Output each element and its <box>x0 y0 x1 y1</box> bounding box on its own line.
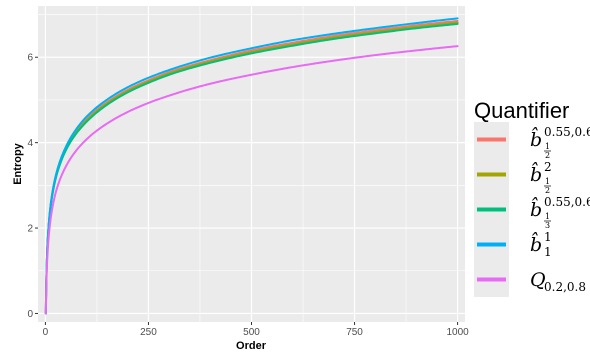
y-tick-label: 4 <box>27 138 33 149</box>
legend-label-sub-denominator: 2 <box>545 186 550 195</box>
series-line-3 <box>44 22 459 315</box>
legend-label-superscript: 0.55,0.6 <box>544 125 590 139</box>
y-axis: 0 2 4 6 <box>27 53 38 320</box>
legend-label-superscript: 1 <box>544 230 552 244</box>
legend-label-sub-denominator: 3 <box>545 221 550 230</box>
series-line-5 <box>44 45 459 315</box>
legend-label: b̂ <box>530 231 542 256</box>
legend-label-superscript: 2 <box>544 160 552 174</box>
series-lines <box>44 17 459 315</box>
legend-label-sub-numerator: 1 <box>545 177 550 186</box>
legend-label-sub-numerator: 1 <box>545 212 550 221</box>
legend-label: b̂ <box>530 161 542 186</box>
x-axis-title: Order <box>236 340 267 352</box>
legend-label-sub-denominator: 2 <box>545 151 550 160</box>
x-tick-label: 750 <box>346 327 363 338</box>
x-tick-label: 0 <box>43 327 49 338</box>
y-tick-label: 0 <box>27 309 33 320</box>
x-tick-label: 500 <box>243 327 260 338</box>
x-axis: 0 250 500 750 1000 <box>43 322 469 338</box>
legend-label: b̂ <box>530 126 542 151</box>
legend-label-superscript: 0.55,0.6 <box>544 195 590 209</box>
major-gridlines <box>38 6 465 322</box>
x-tick-label: 250 <box>140 327 157 338</box>
legend-label-subscript: 0.2,0.8 <box>544 280 586 294</box>
y-axis-title: Entropy <box>12 142 24 184</box>
x-tick-label: 1000 <box>446 327 469 338</box>
legend-label: b̂ <box>530 196 542 221</box>
series-line-4 <box>44 17 459 315</box>
legend-label: Q <box>530 269 546 291</box>
legend-title: Quantifier <box>474 98 569 123</box>
legend-label-sub-numerator: 1 <box>545 142 550 151</box>
legend-label-subscript: 1 <box>544 245 552 259</box>
y-tick-label: 6 <box>27 53 33 64</box>
y-tick-label: 2 <box>27 224 33 235</box>
